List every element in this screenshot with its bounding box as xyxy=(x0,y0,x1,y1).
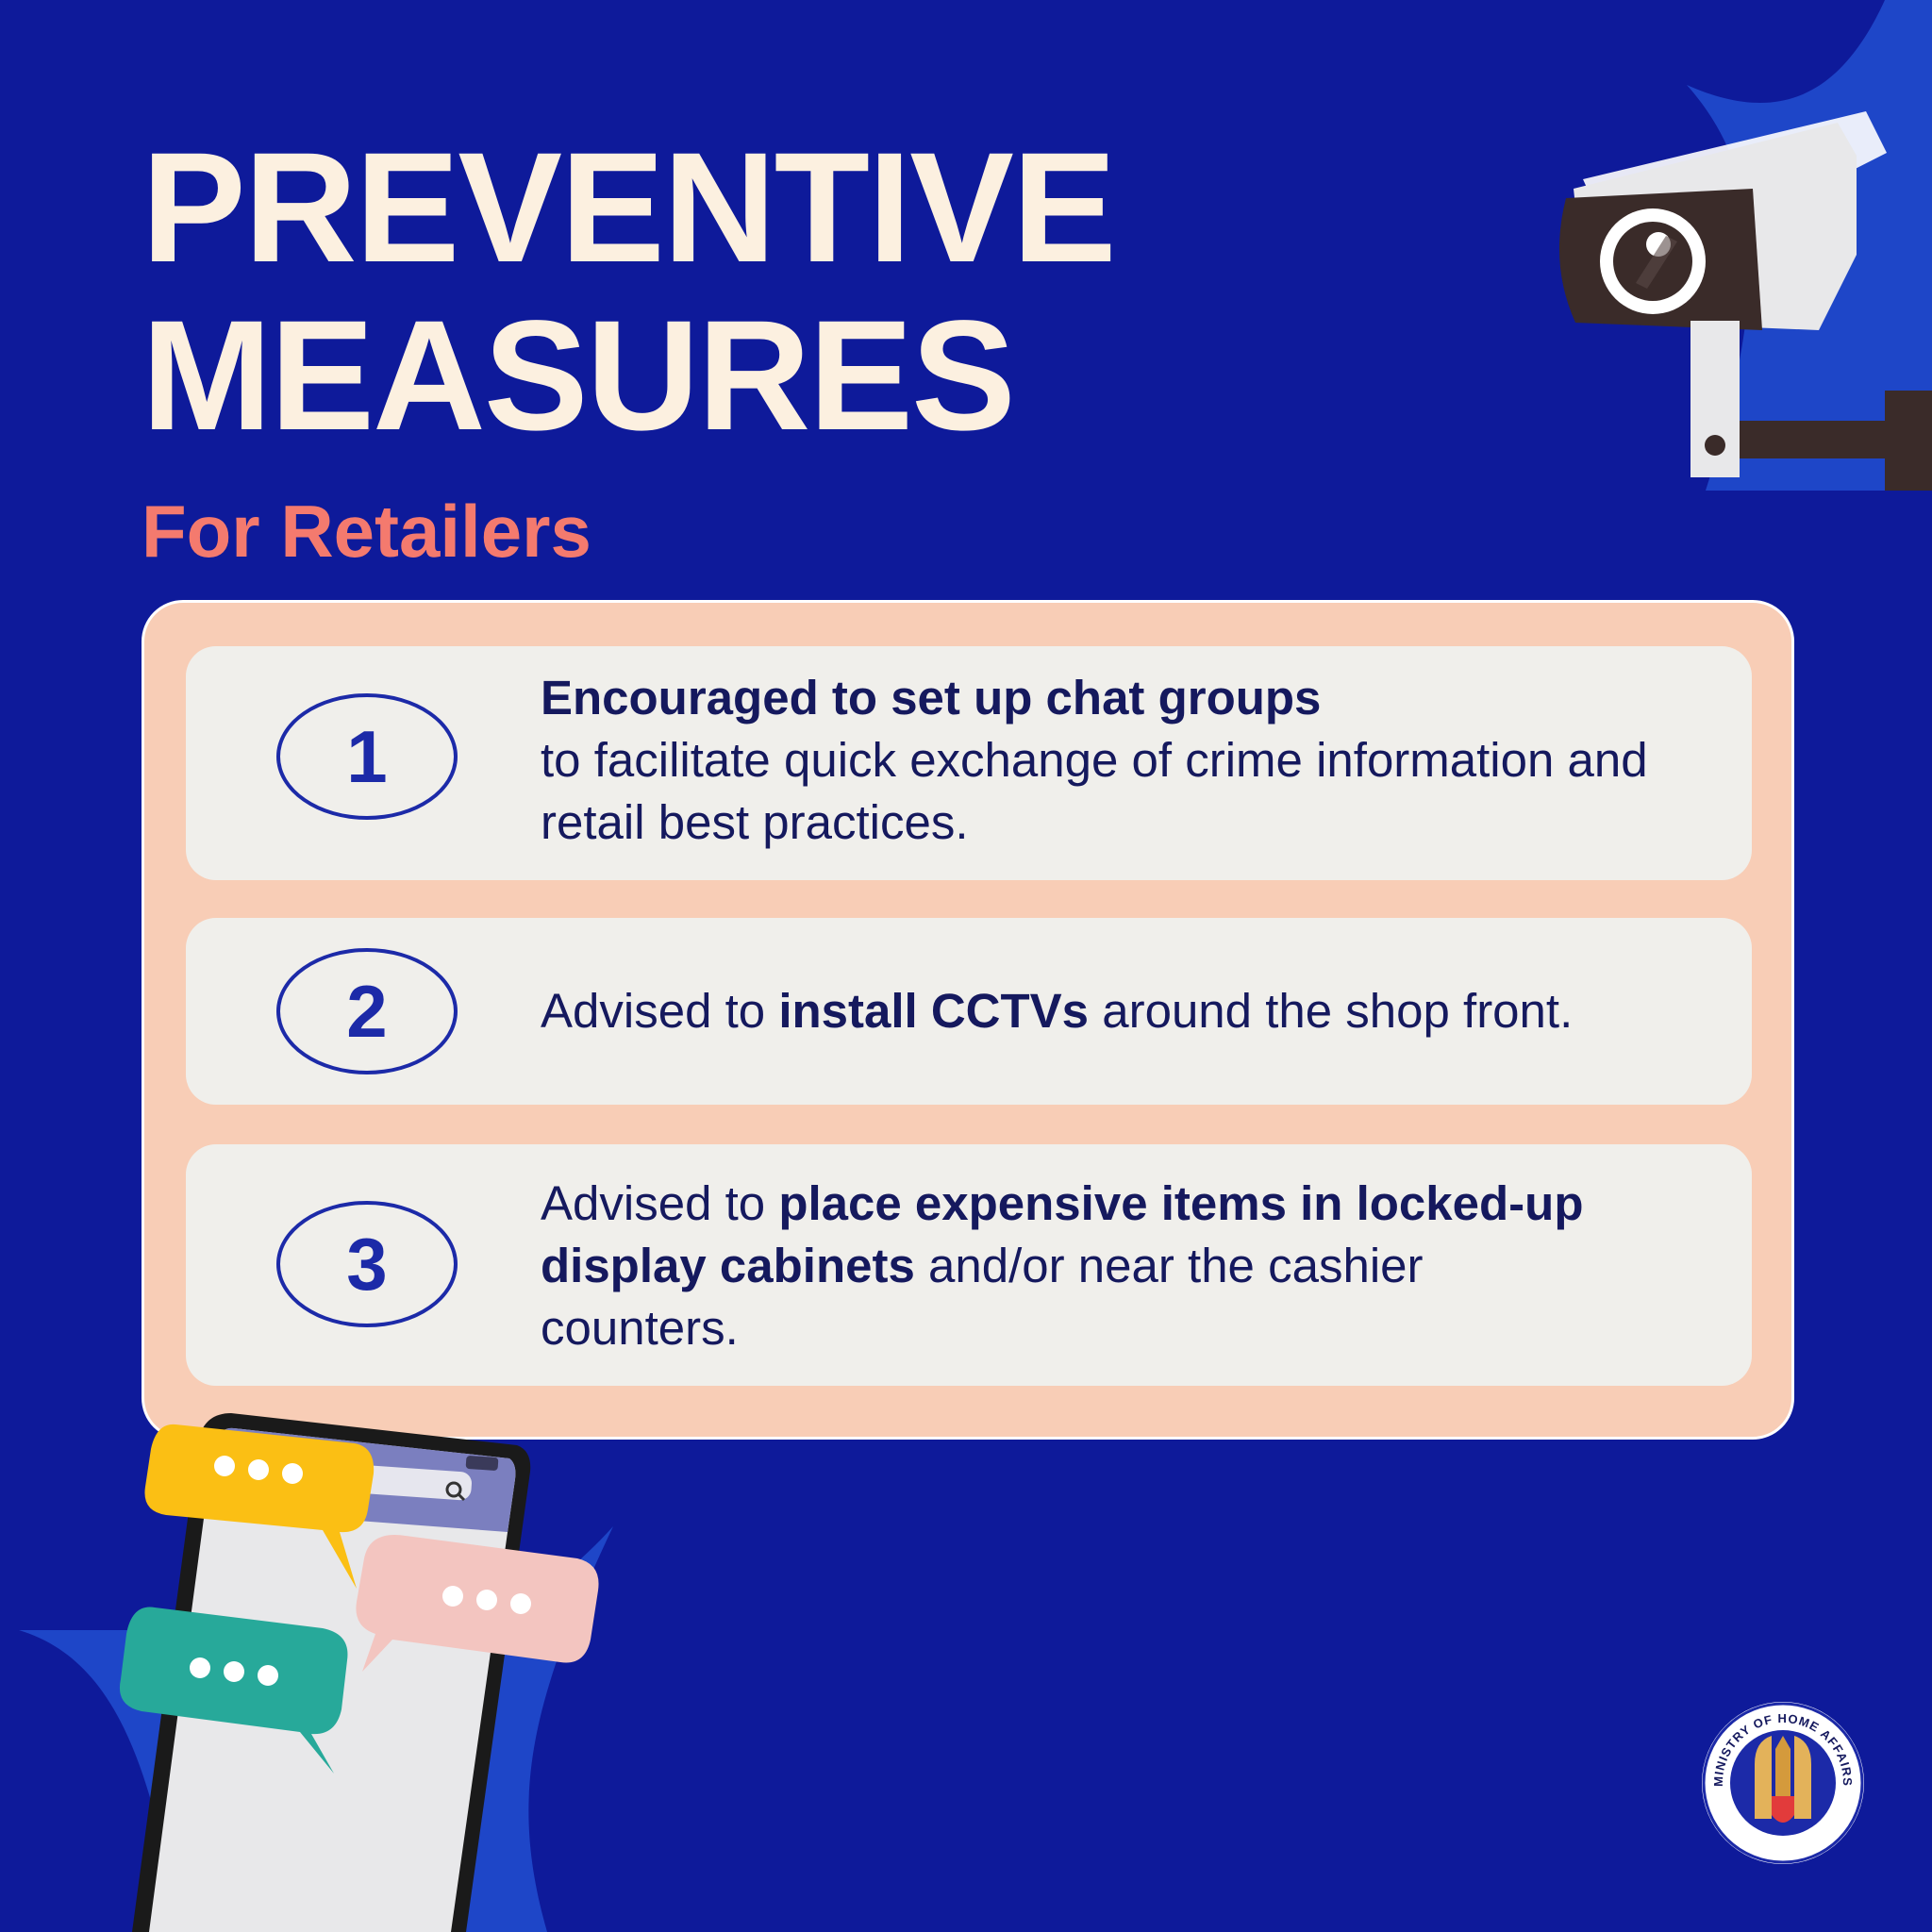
measure-number-badge: 1 xyxy=(276,693,458,820)
measure-number-badge: 3 xyxy=(276,1201,458,1327)
measures-panel: 1 Encouraged to set up chat groups to fa… xyxy=(142,600,1794,1440)
title-line-1: PREVENTIVE xyxy=(142,121,1117,295)
measure-card-1: 1 Encouraged to set up chat groups to fa… xyxy=(186,646,1752,880)
ministry-logo-icon: MINISTRY OF HOME AFFAIRS xyxy=(1702,1702,1864,1864)
page-subtitle: For Retailers xyxy=(142,490,591,573)
measure-card-3: 3 Advised to place expensive items in lo… xyxy=(186,1144,1752,1386)
measure-text: Encouraged to set up chat groups to faci… xyxy=(541,667,1720,854)
title-line-2: MEASURES xyxy=(142,289,1016,463)
measure-prefix: Advised to xyxy=(541,1176,779,1230)
measure-bold-lead: Encouraged to set up chat groups xyxy=(541,671,1322,724)
measure-text: Advised to install CCTVs around the shop… xyxy=(541,980,1720,1042)
measure-prefix: Advised to xyxy=(541,984,779,1038)
page-title: PREVENTIVE MEASURES xyxy=(142,121,1117,463)
phone-chat-icon xyxy=(19,1413,613,1932)
measure-card-2: 2 Advised to install CCTVs around the sh… xyxy=(186,918,1752,1105)
measure-rest: to facilitate quick exchange of crime in… xyxy=(541,733,1648,849)
measure-suffix: and/or near the cashier counters. xyxy=(541,1239,1424,1355)
measure-bold: install CCTVs xyxy=(778,984,1090,1038)
measure-bold: place expensive items in locked-up displ… xyxy=(541,1176,1584,1292)
cctv-camera-icon xyxy=(1558,0,1932,491)
measure-text: Advised to place expensive items in lock… xyxy=(541,1173,1616,1359)
measure-suffix: around the shop front. xyxy=(1089,984,1574,1038)
measure-number-badge: 2 xyxy=(276,948,458,1074)
